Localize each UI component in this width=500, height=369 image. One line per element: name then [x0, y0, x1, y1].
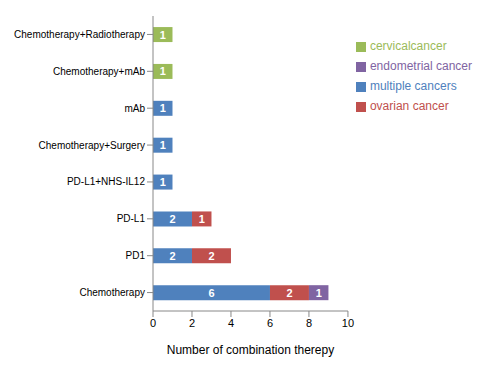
svg-text:10: 10 [342, 317, 354, 329]
svg-text:Chemotherapy+mAb: Chemotherapy+mAb [53, 66, 145, 77]
svg-text:1: 1 [160, 102, 166, 114]
svg-text:2: 2 [169, 250, 175, 262]
svg-text:6: 6 [267, 317, 273, 329]
svg-text:Number of combination therepy: Number of combination therepy [167, 343, 334, 357]
svg-text:1: 1 [160, 176, 166, 188]
svg-text:6: 6 [208, 287, 214, 299]
svg-text:2: 2 [189, 317, 195, 329]
svg-text:PD-L1: PD-L1 [117, 213, 146, 224]
svg-text:PD1: PD1 [126, 250, 146, 261]
svg-text:2: 2 [208, 250, 214, 262]
svg-text:2: 2 [286, 287, 292, 299]
html-text:endometrial cancer: endometrial cancer [369, 59, 472, 73]
html-text:cervicalcancer: cervicalcancer [369, 39, 447, 53]
svg-text:2: 2 [169, 213, 175, 225]
svg-text:1: 1 [160, 65, 166, 77]
svg-text:8: 8 [306, 317, 312, 329]
svg-text:1: 1 [160, 29, 166, 41]
svg-text:4: 4 [228, 317, 234, 329]
svg-text:Chemotherapy+Surgery: Chemotherapy+Surgery [39, 140, 145, 151]
html-text:multiple cancers: multiple cancers [369, 79, 457, 93]
svg-text:PD-L1+NHS-IL12: PD-L1+NHS-IL12 [67, 176, 146, 187]
svg-text:Chemotherapy+Radiotherapy: Chemotherapy+Radiotherapy [14, 29, 145, 40]
svg-text:Chemotherapy: Chemotherapy [79, 287, 145, 298]
svg-text:0: 0 [150, 317, 156, 329]
svg-text:1: 1 [199, 213, 205, 225]
svg-text:mAb: mAb [124, 103, 145, 114]
html-text:ovarian cancer: ovarian cancer [369, 99, 449, 113]
svg-text:1: 1 [316, 287, 322, 299]
svg-text:1: 1 [160, 139, 166, 151]
